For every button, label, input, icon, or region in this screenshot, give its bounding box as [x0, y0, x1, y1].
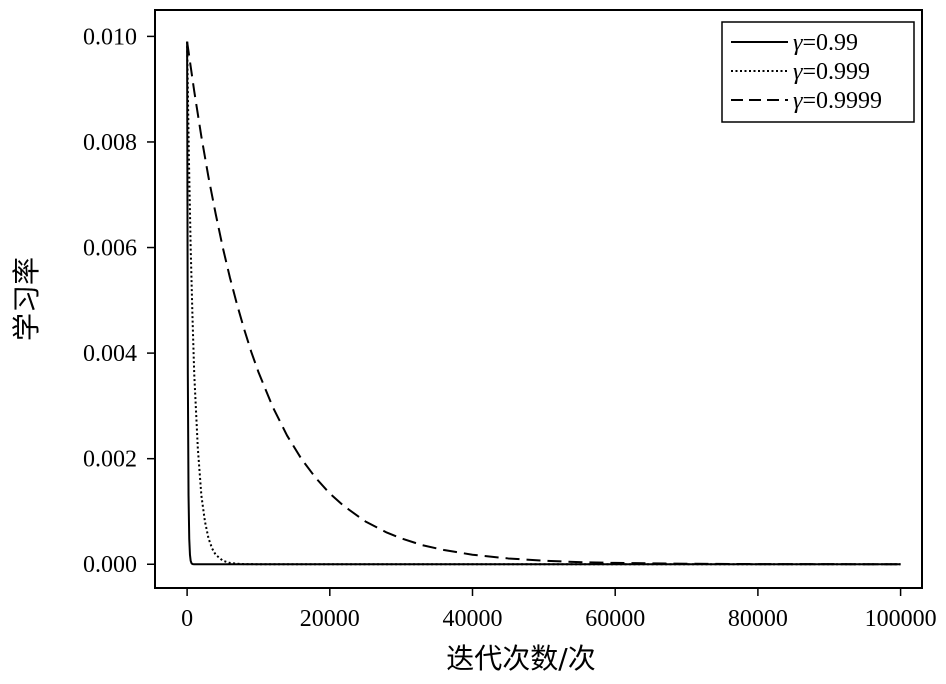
x-tick-label: 100000 — [865, 606, 937, 632]
y-tick-label: 0.002 — [83, 447, 137, 473]
legend-label: γ=0.999 — [793, 59, 870, 85]
x-tick-label: 0 — [181, 606, 193, 632]
legend-symbol: γ — [793, 30, 803, 56]
y-tick-label: 0.000 — [83, 552, 137, 578]
legend-value: =0.99 — [802, 30, 858, 56]
legend-label: γ=0.99 — [793, 30, 858, 56]
x-tick-label: 80000 — [728, 606, 788, 632]
series-line-2 — [186, 41, 901, 566]
legend-value: =0.999 — [802, 59, 870, 85]
y-axis-label: 学习率 — [10, 257, 43, 341]
legend-symbol: γ — [793, 59, 803, 85]
y-tick-label: 0.008 — [83, 130, 137, 156]
series-line-3 — [186, 41, 901, 566]
series-lines — [186, 41, 901, 566]
y-tick-label: 0.010 — [83, 24, 137, 50]
legend-symbol: γ — [793, 88, 803, 114]
x-tick-label: 60000 — [585, 606, 645, 632]
x-tick-label: 40000 — [443, 606, 503, 632]
y-axis-ticks: 0.000 0.002 0.004 0.006 0.008 0.010 — [83, 24, 155, 578]
series-line-1 — [186, 41, 901, 566]
x-axis-label: 迭代次数/次 — [446, 642, 595, 675]
y-tick-label: 0.004 — [83, 341, 137, 367]
x-tick-label: 20000 — [300, 606, 360, 632]
y-tick-label: 0.006 — [83, 236, 137, 262]
legend-value: =0.9999 — [802, 88, 882, 114]
plot-frame — [154, 9, 923, 589]
x-axis-ticks: 0 20000 40000 60000 80000 100000 — [181, 588, 937, 632]
legend-label: γ=0.9999 — [793, 88, 882, 114]
